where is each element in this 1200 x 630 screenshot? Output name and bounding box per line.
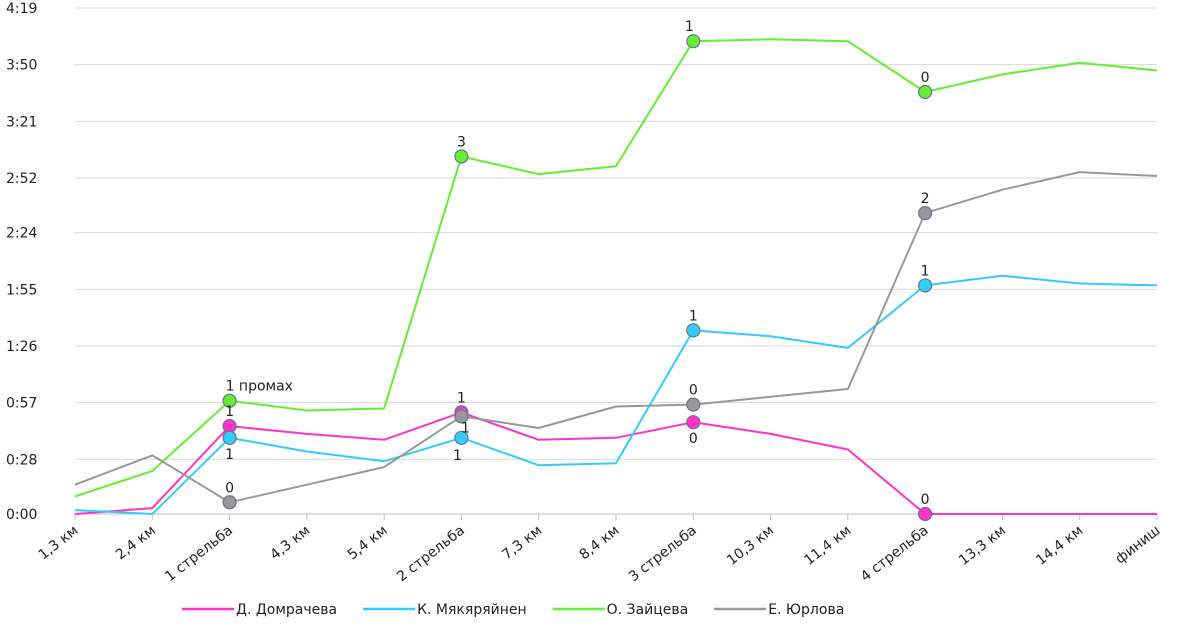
y-tick-label: 2:24 bbox=[6, 226, 38, 242]
data-label: 1 bbox=[685, 19, 694, 35]
data-label: 2 bbox=[921, 191, 930, 207]
series-markers bbox=[222, 34, 933, 522]
data-label: 0 bbox=[921, 70, 930, 86]
data-label: 0 bbox=[225, 480, 234, 496]
data-label: 1 bbox=[457, 390, 466, 406]
data-point bbox=[222, 430, 237, 445]
x-tick-label: 11,4 км bbox=[801, 523, 854, 569]
x-axis: 1,3 км 2,4 км 1 стрельба 4,3 км 5,4 км 2 стре… bbox=[36, 514, 1164, 586]
y-tick-label: 2:52 bbox=[6, 171, 37, 187]
legend-entry: К. Мякяряйнен bbox=[417, 602, 527, 618]
x-tick-label: 10,3 км bbox=[724, 523, 777, 569]
data-point bbox=[222, 495, 237, 510]
data-label: 1 промах bbox=[226, 379, 293, 395]
y-tick-label: 1:26 bbox=[6, 339, 38, 355]
data-point bbox=[454, 149, 469, 164]
data-point bbox=[222, 418, 237, 434]
y-tick-label: 0:00 bbox=[6, 507, 37, 523]
data-labels: 1 промах 1 1 0 3 1 1 1 1 1 0 0 0 2 1 0 bbox=[225, 19, 929, 508]
data-label: 0 bbox=[689, 383, 698, 399]
series-lines bbox=[74, 38, 1158, 515]
series-line-4 bbox=[74, 171, 1158, 504]
x-tick-label: 7,3 км bbox=[499, 523, 545, 564]
x-tick-label: 2 стрельба bbox=[394, 523, 468, 586]
series-line-1 bbox=[74, 411, 1157, 515]
series-line-3 bbox=[74, 38, 1158, 498]
x-tick-label: финиш bbox=[1113, 523, 1164, 568]
data-point bbox=[454, 409, 469, 424]
y-tick-label: 3:50 bbox=[6, 58, 37, 74]
data-point bbox=[686, 323, 701, 338]
data-point bbox=[918, 278, 933, 293]
legend-entry: Д. Домрачева bbox=[236, 602, 337, 618]
y-tick-label: 0:57 bbox=[6, 396, 37, 412]
x-tick-label: 4 стрельба bbox=[858, 523, 932, 586]
data-label: 1 bbox=[453, 448, 462, 464]
grid bbox=[75, 7, 1157, 515]
data-point bbox=[222, 393, 237, 408]
x-tick-label: 14,4 км bbox=[1033, 523, 1086, 569]
data-label: 0 bbox=[921, 492, 930, 508]
x-tick-label: 4,3 км bbox=[267, 523, 313, 564]
data-point bbox=[918, 206, 933, 221]
data-label: 0 bbox=[689, 431, 698, 447]
legend-entry: Е. Юрлова bbox=[768, 602, 844, 618]
data-point bbox=[918, 84, 933, 100]
x-tick-label: 5,4 км bbox=[345, 523, 391, 564]
data-label: 3 bbox=[457, 134, 466, 150]
x-tick-label: 2,4 км bbox=[113, 523, 159, 564]
y-tick-label: 3:21 bbox=[6, 114, 37, 130]
y-tick-label: 1:55 bbox=[6, 282, 37, 298]
x-tick-label: 1,3 км bbox=[36, 523, 82, 564]
x-tick-label: 13,3 км bbox=[956, 523, 1009, 569]
data-label: 1 bbox=[225, 404, 234, 420]
y-tick-label: 4:19 bbox=[6, 1, 37, 17]
data-point bbox=[686, 397, 701, 412]
data-label: 1 bbox=[921, 263, 930, 279]
data-point bbox=[918, 506, 933, 522]
y-tick-label: 0:28 bbox=[6, 452, 37, 468]
data-label: 1 bbox=[689, 308, 698, 324]
data-label: 1 bbox=[225, 447, 234, 463]
data-point bbox=[686, 34, 701, 49]
x-tick-label: 1 стрельба bbox=[162, 523, 236, 586]
legend: Д. Домрачева К. Мякяряйнен О. Зайцева Е. Юр… bbox=[182, 602, 844, 618]
series-line-2 bbox=[74, 274, 1158, 515]
data-point bbox=[454, 430, 469, 445]
legend-entry: О. Зайцева bbox=[607, 602, 689, 618]
y-axis: 0:00 0:28 0:57 1:26 1:55 2:24 2:52 3:21 3:50 4:19 bbox=[6, 1, 38, 523]
x-tick-label: 8,4 км bbox=[577, 523, 623, 564]
data-point bbox=[686, 415, 701, 430]
data-label: 1 bbox=[461, 420, 470, 436]
x-tick-label: 3 стрельба bbox=[626, 523, 700, 586]
